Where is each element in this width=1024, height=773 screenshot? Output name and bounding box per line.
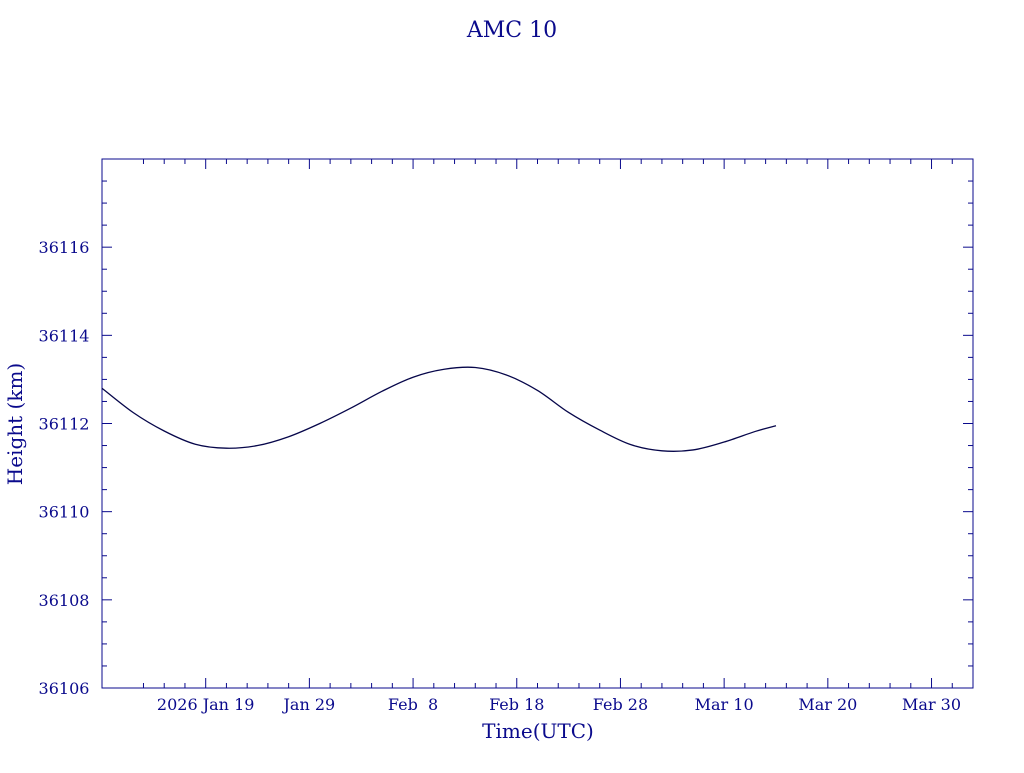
y-axis-label: Height (km) <box>3 363 27 485</box>
x-tick-label: Feb 8 <box>388 695 438 714</box>
x-tick-label: 2026 Jan 19 <box>157 695 255 714</box>
y-tick-label: 36106 <box>39 679 90 698</box>
y-tick-label: 36112 <box>39 415 90 434</box>
x-tick-label: Mar 10 <box>695 695 754 714</box>
tick-labels-layer: 2026 Jan 19 Jan 29 Feb 8 Feb 18 Feb 28 Mar 10… <box>39 238 961 714</box>
y-tick-label: 36114 <box>39 326 90 345</box>
y-tick-label: 36110 <box>39 503 90 522</box>
y-tick-label: 36108 <box>39 591 90 610</box>
x-tick-label: Feb 28 <box>593 695 648 714</box>
chart-title: AMC 10 <box>466 18 557 43</box>
height-series-line <box>101 366 777 452</box>
plot-frame <box>101 158 974 689</box>
ticks-layer <box>102 158 974 689</box>
y-tick-label: 36116 <box>39 238 90 257</box>
x-tick-label: Mar 20 <box>798 695 857 714</box>
x-tick-label: Mar 30 <box>902 695 961 714</box>
x-tick-label: Feb 18 <box>489 695 544 714</box>
x-axis-label: Time(UTC) <box>482 719 594 743</box>
x-tick-label: Jan 29 <box>282 695 336 714</box>
